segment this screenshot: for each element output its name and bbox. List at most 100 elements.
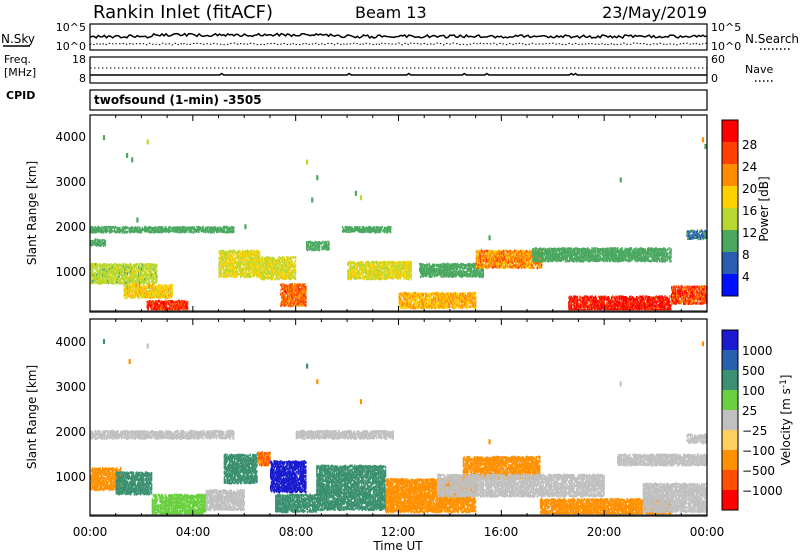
- data-cell: [468, 267, 471, 271]
- data-cell: [286, 271, 288, 274]
- data-cell: [442, 262, 444, 266]
- data-cell: [188, 226, 190, 230]
- data-cell: [497, 252, 499, 256]
- data-cell: [96, 268, 98, 272]
- data-cell: [379, 267, 382, 271]
- data-cell: [128, 281, 131, 284]
- data-cell: [264, 265, 267, 269]
- data-cell: [419, 262, 421, 266]
- data-cell: [442, 304, 444, 307]
- data-cell: [240, 273, 242, 276]
- data-cell: [253, 256, 256, 259]
- data-cell: [151, 287, 154, 290]
- data-cell: [240, 267, 243, 270]
- data-cell: [186, 302, 189, 306]
- data-cell: [235, 255, 238, 258]
- data-cell: [103, 272, 106, 275]
- data-cell: [497, 261, 499, 265]
- data-cell: [141, 265, 143, 268]
- data-cell: [284, 303, 286, 307]
- data-cell: [530, 260, 532, 263]
- data-cell: [136, 283, 138, 287]
- data-cell: [159, 300, 161, 304]
- data-cell: [257, 250, 259, 253]
- data-cell: [375, 269, 377, 272]
- data-cell: [138, 268, 141, 271]
- data-cell: [362, 264, 364, 268]
- data-cell: [226, 258, 228, 262]
- data-cell: [290, 298, 292, 301]
- data-cell: [496, 254, 498, 257]
- data-cell: [447, 306, 449, 309]
- data-cell: [103, 275, 106, 279]
- data-cell: [323, 241, 326, 244]
- data-cell: [163, 286, 166, 289]
- data-cell: [281, 300, 283, 303]
- data-cell: [186, 300, 188, 304]
- data-cell: [105, 269, 107, 273]
- data-cell: [483, 250, 485, 253]
- data-cell: [141, 278, 143, 281]
- data-cell: [379, 265, 382, 268]
- data-cell: [251, 252, 253, 255]
- data-cell: [116, 276, 119, 279]
- data-cell: [260, 271, 262, 274]
- data-cell: [221, 274, 223, 277]
- data-cell: [474, 271, 477, 274]
- data-cell: [222, 264, 225, 267]
- data-cell: [472, 272, 474, 276]
- data-cell: [168, 227, 171, 231]
- data-cell: [473, 291, 476, 295]
- data-cell: [110, 268, 113, 271]
- data-cell: [512, 260, 514, 263]
- data-cell: [437, 273, 440, 276]
- data-cell: [267, 269, 269, 272]
- data-cell: [288, 261, 291, 264]
- data-cell: [105, 230, 107, 234]
- data-cell: [258, 260, 261, 263]
- data-cell: [224, 257, 226, 260]
- data-cell: [150, 271, 153, 274]
- data-cell: [419, 265, 422, 268]
- data-cell: [465, 273, 467, 276]
- data-cell: [242, 267, 244, 270]
- data-cell: [467, 303, 469, 307]
- data-cell: [130, 294, 132, 297]
- data-cell: [114, 273, 117, 276]
- data-cell: [421, 273, 424, 276]
- data-cell: [102, 272, 105, 275]
- data-cell: [401, 263, 404, 267]
- data-cell: [282, 297, 285, 300]
- data-cell: [196, 225, 198, 229]
- data-cell: [266, 267, 268, 270]
- data-cell: [426, 263, 429, 267]
- data-cell: [111, 229, 113, 233]
- data-cell: [115, 275, 118, 279]
- data-cell: [313, 243, 316, 247]
- data-cell: [537, 248, 539, 251]
- data-cell: [532, 248, 534, 251]
- data-cell: [425, 271, 427, 274]
- data-cell: [482, 272, 484, 276]
- data-cell: [389, 230, 392, 234]
- data-cell: [509, 263, 511, 267]
- data-cell: [157, 307, 160, 310]
- data-cell: [164, 299, 167, 303]
- data-cell: [297, 294, 299, 297]
- data-cell: [414, 300, 417, 304]
- data-cell: [284, 258, 286, 262]
- data-cell: [518, 254, 520, 258]
- data-cell: [389, 226, 392, 229]
- data-cell: [300, 283, 303, 287]
- data-cell: [443, 268, 446, 271]
- data-cell: [247, 250, 250, 253]
- data-cell: [459, 296, 461, 300]
- data-cell: [484, 253, 486, 256]
- data-cell: [168, 299, 170, 303]
- data-cell: [387, 230, 389, 233]
- data-cell: [477, 258, 479, 262]
- data-cell: [473, 262, 475, 266]
- data-cell: [248, 254, 250, 257]
- data-cell: [386, 266, 388, 270]
- data-cell: [282, 264, 284, 268]
